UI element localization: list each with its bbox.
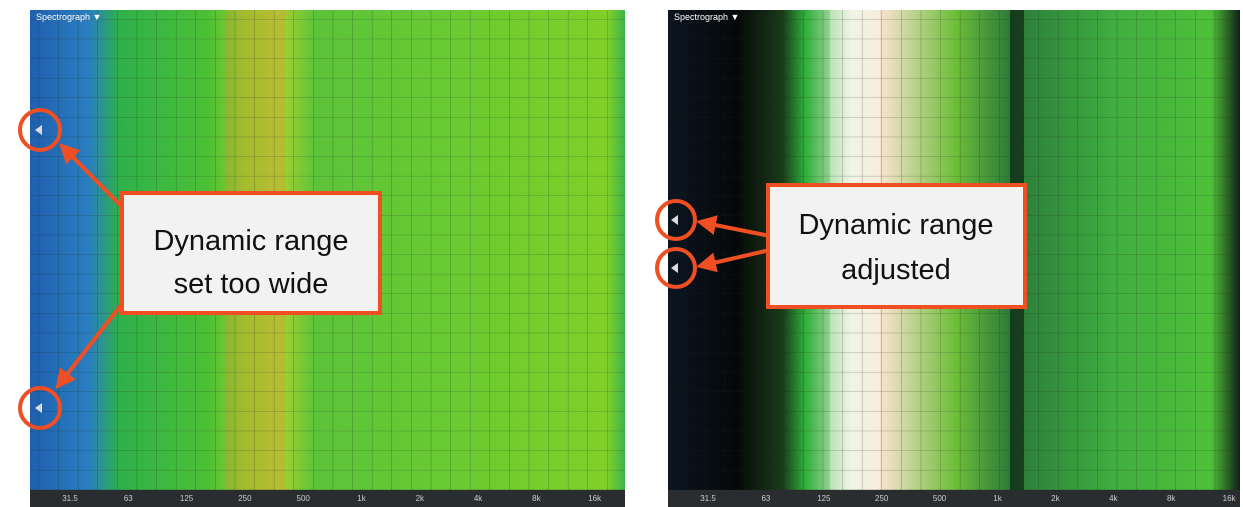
freq-label: 1k xyxy=(357,494,366,503)
freq-label: 16k xyxy=(1223,494,1237,503)
highlight-circle xyxy=(655,247,697,289)
axis-strip xyxy=(30,490,625,507)
panel-left: Spectrograph ▼ Dynamic range set too wid… xyxy=(18,10,625,507)
freq-label: 1k xyxy=(993,494,1002,503)
freq-label: 63 xyxy=(761,494,770,503)
axis-strip xyxy=(668,490,1240,507)
callout-line: set too wide xyxy=(174,268,329,300)
freq-label: 4k xyxy=(474,494,483,503)
callout-line: Dynamic range xyxy=(153,225,348,257)
freq-label: 8k xyxy=(1167,494,1176,503)
callout-line: Dynamic range xyxy=(798,209,993,241)
panel-title: Spectrograph ▼ xyxy=(674,12,739,22)
freq-label: 500 xyxy=(933,494,947,503)
freq-label: 4k xyxy=(1109,494,1118,503)
arrow xyxy=(59,143,127,212)
freq-label: 250 xyxy=(875,494,889,503)
freq-label: 8k xyxy=(532,494,541,503)
callout-box xyxy=(120,191,382,315)
freq-label: 2k xyxy=(416,494,425,503)
freq-label: 63 xyxy=(124,494,133,503)
panel-title: Spectrograph ▼ xyxy=(36,12,101,22)
freq-label: 500 xyxy=(297,494,311,503)
freq-label: 16k xyxy=(588,494,602,503)
arrow xyxy=(696,215,771,238)
freq-label: 125 xyxy=(180,494,194,503)
freq-label: 2k xyxy=(1051,494,1060,503)
highlight-circle xyxy=(655,199,697,241)
freq-label: 31.5 xyxy=(700,494,716,503)
arrow xyxy=(696,248,771,273)
freq-label: 31.5 xyxy=(62,494,78,503)
callout-box xyxy=(766,183,1027,309)
arrow xyxy=(55,298,127,390)
highlight-circle xyxy=(18,108,62,152)
panel-right: Spectrograph ▼ Dynamic range adjusted xyxy=(655,10,1240,507)
freq-label: 250 xyxy=(238,494,252,503)
callout-line: adjusted xyxy=(841,254,951,286)
highlight-circle xyxy=(18,386,62,430)
freq-label: 125 xyxy=(817,494,831,503)
range-handles[interactable] xyxy=(671,215,678,273)
